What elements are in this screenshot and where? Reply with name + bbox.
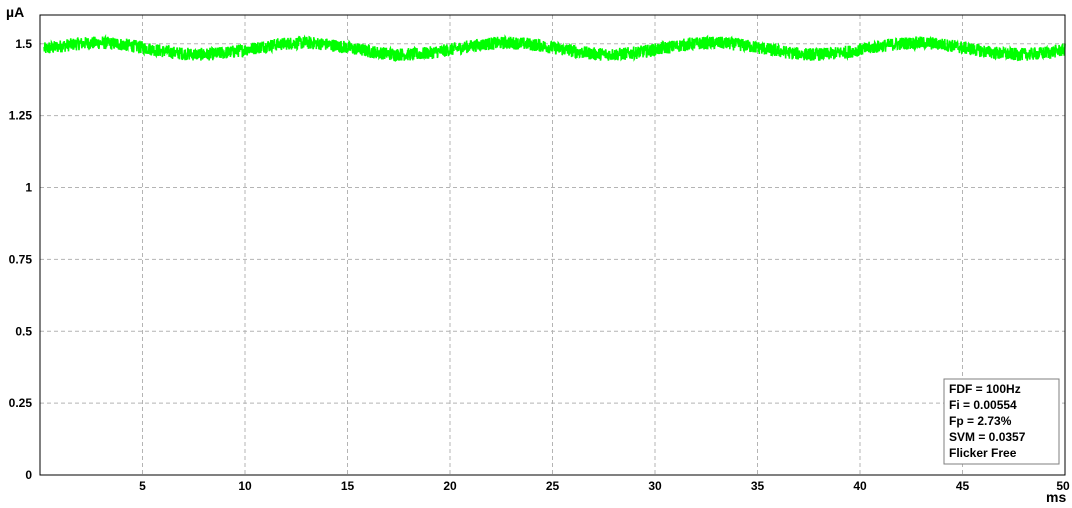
- y-tick-label: 1.5: [15, 37, 32, 51]
- series-layer: [43, 34, 1066, 63]
- y-tick-label: 1.25: [9, 109, 33, 123]
- y-tick-label: 0.25: [9, 396, 33, 410]
- x-tick-label: 35: [751, 479, 765, 493]
- stats-box: FDF = 100Hz Fi = 0.00554 Fp = 2.73% SVM …: [943, 378, 1060, 465]
- x-tick-label: 5: [139, 479, 146, 493]
- x-tick-label: 50: [1056, 479, 1070, 493]
- x-tick-label: 25: [546, 479, 560, 493]
- stats-fp: Fp = 2.73%: [949, 414, 1012, 428]
- stats-svm: SVM = 0.0357: [949, 430, 1026, 444]
- x-tick-label: 10: [238, 479, 252, 493]
- x-tick-label: 40: [853, 479, 867, 493]
- x-tick-label: 20: [443, 479, 457, 493]
- stats-fdf: FDF = 100Hz: [949, 382, 1021, 396]
- y-tick-label: 0: [25, 468, 32, 482]
- y-axis-ticks: 0 0.25 0.5 0.75 1 1.25 1.5: [9, 37, 33, 482]
- y-tick-label: 1: [25, 181, 32, 195]
- x-axis-unit: ms: [1046, 489, 1066, 505]
- x-tick-label: 30: [648, 479, 662, 493]
- plot-frame: [39, 14, 1066, 476]
- stats-box-frame: [943, 378, 1060, 465]
- x-tick-label: 15: [341, 479, 355, 493]
- y-tick-label: 0.5: [15, 324, 32, 338]
- x-tick-label: 45: [956, 479, 970, 493]
- x-axis-ticks: 5 10 15 20 25 30 35 40 45 50: [139, 479, 1070, 493]
- y-tick-label: 0.75: [9, 252, 33, 266]
- current-waveform-line: [43, 34, 1066, 63]
- stats-verdict: Flicker Free: [949, 446, 1017, 460]
- y-axis-unit: µA: [6, 4, 24, 20]
- stats-fi: Fi = 0.00554: [949, 398, 1017, 412]
- grid-layer: [40, 15, 1065, 475]
